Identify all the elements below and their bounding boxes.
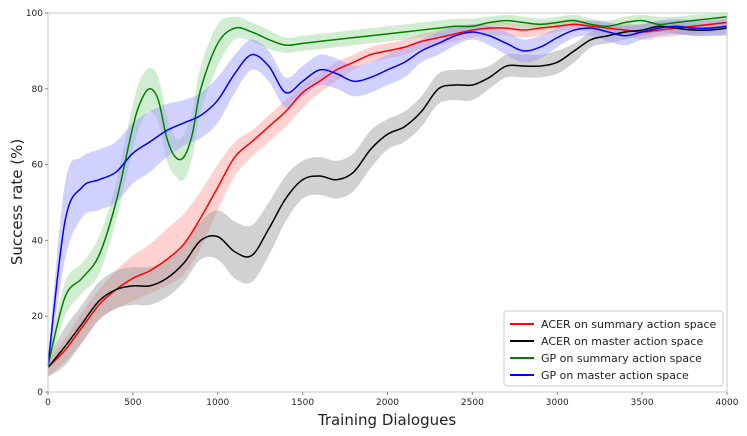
line-series-0 — [47, 21, 728, 368]
legend: ACER on summary action space ACER on mast… — [503, 310, 724, 387]
x-tick-label-8: 4000 — [716, 398, 739, 408]
band-series-3 — [48, 18, 727, 374]
x-tick-label-5: 2500 — [461, 398, 484, 408]
legend-label-2: GP on summary action space — [541, 352, 702, 365]
x-tick-label-1: 500 — [124, 398, 141, 408]
x-axis-ticks: 0 500 1000 1500 2000 2500 3000 3500 4000 — [45, 392, 739, 408]
y-axis-title: Success rate (%) — [8, 139, 26, 265]
y-tick-label-0: 0 — [37, 388, 43, 398]
x-tick-label-0: 0 — [45, 398, 51, 408]
y-tick-label-1: 20 — [32, 312, 44, 322]
x-tick-label-7: 3500 — [631, 398, 654, 408]
line-series-2 — [47, 16, 728, 366]
legend-box — [503, 310, 724, 387]
x-tick-label-2: 1000 — [206, 398, 229, 408]
y-tick-label-5: 100 — [26, 9, 43, 19]
line-series-1 — [47, 25, 728, 368]
legend-label-3: GP on master action space — [541, 369, 689, 382]
legend-label-0: ACER on summary action space — [541, 318, 717, 331]
x-tick-label-4: 2000 — [376, 398, 399, 408]
y-tick-label-4: 80 — [32, 85, 44, 95]
x-tick-label-6: 3000 — [546, 398, 569, 408]
y-tick-label-3: 60 — [32, 161, 44, 171]
x-axis-title: Training Dialogues — [317, 411, 456, 429]
line-series-3 — [47, 25, 728, 366]
legend-label-1: ACER on master action space — [541, 335, 703, 348]
y-tick-label-2: 40 — [32, 236, 44, 246]
x-tick-label-3: 1500 — [291, 398, 314, 408]
y-axis-ticks: 0 20 40 60 80 100 — [26, 9, 48, 398]
confidence-bands — [48, 13, 727, 377]
series-lines — [47, 16, 728, 368]
